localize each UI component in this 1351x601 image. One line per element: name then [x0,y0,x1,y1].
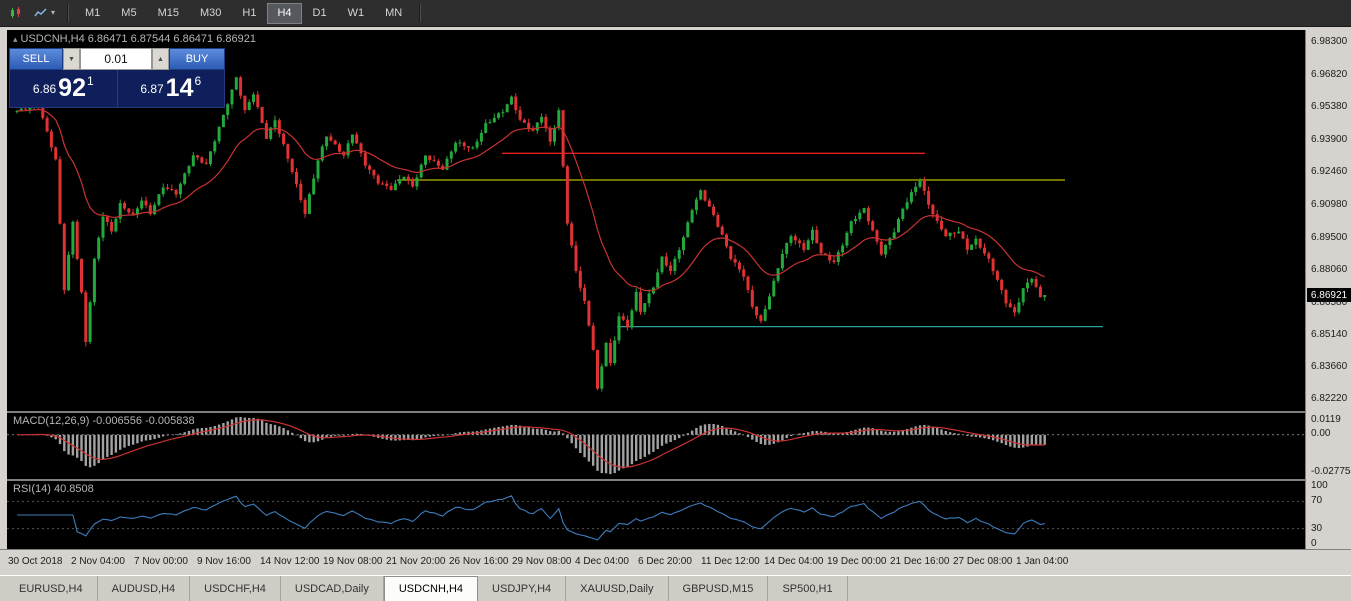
time-axis-label: 29 Nov 08:00 [512,556,572,567]
price-scale-label: 6.93900 [1311,133,1348,145]
time-axis-label: 14 Nov 12:00 [260,556,320,567]
rsi-scale-label: 70 [1311,495,1323,507]
timeframe-h4[interactable]: H4 [267,2,302,24]
lot-decrease-button[interactable]: ▼ [63,48,80,70]
macd-panel[interactable]: MACD(12,26,9) -0.006556 -0.005838 [7,413,1305,479]
timeframe-toolbar: ▾ M1 M5 M15 M30 H1 H4 D1 W1 MN [0,0,1351,27]
price-scale-label: 6.96820 [1311,69,1348,81]
symbol-tab-eurusd[interactable]: EURUSD,H4 [5,576,98,601]
chart-window-icon[interactable] [4,3,28,24]
symbol-tab-usdchf[interactable]: USDCHF,H4 [190,576,281,601]
chart-marker-icon: ▴ [13,34,18,44]
rsi-panel[interactable]: RSI(14) 40.8508 [7,481,1305,549]
price-scale-label: 6.90980 [1311,198,1348,210]
timeframe-m1[interactable]: M1 [85,7,101,19]
chart-title-text: USDCNH,H4 6.86471 6.87544 6.86471 6.8692… [20,33,256,45]
symbol-tab-usdjpy[interactable]: USDJPY,H4 [478,576,567,601]
symbol-tab-audusd[interactable]: AUDUSD,H4 [98,576,191,601]
current-price-tag: 6.86921 [1307,288,1351,302]
time-axis-label: 6 Dec 20:00 [638,556,692,567]
buy-price-button[interactable]: 6.87 14 6 [118,70,225,107]
lot-size-input[interactable]: 0.01 [80,48,152,70]
sell-price-prefix: 6.86 [32,81,57,96]
price-scale-label: 6.85140 [1311,328,1348,340]
time-axis-label: 19 Nov 08:00 [323,556,383,567]
price-axis[interactable]: 6.86921 6.98300 6.96820 6.95380 6.93900 6.92… [1305,30,1351,549]
rsi-label: RSI(14) 40.8508 [13,483,94,495]
macd-label: MACD(12,26,9) -0.006556 -0.005838 [13,415,195,427]
buy-price-big: 14 [165,74,194,102]
buy-price-prefix: 6.87 [140,81,164,96]
time-axis-label: 27 Dec 08:00 [953,556,1013,567]
price-scale-label: 6.89500 [1311,231,1348,243]
main-chart[interactable]: ▴ USDCNH,H4 6.86471 6.87544 6.86471 6.869… [7,30,1305,411]
timeframe-m5[interactable]: M5 [121,7,137,19]
price-scale-label: 6.95380 [1311,101,1348,113]
panel-divider[interactable] [7,411,1351,413]
mini-candlestick-icon [11,7,20,18]
sell-price-big: 92 [58,74,86,102]
price-scale-label: 6.86580 [1311,296,1348,308]
rsi-scale-label: 0 [1311,538,1317,549]
macd-scale-label: 0.00 [1311,427,1331,439]
buy-button[interactable]: BUY [169,48,225,70]
timeframe-d1[interactable]: D1 [312,7,327,19]
timeframe-mn[interactable]: MN [385,7,403,19]
timeframe-w1[interactable]: W1 [347,7,365,19]
time-axis-label: 4 Dec 04:00 [575,556,629,567]
time-axis-label: 9 Nov 16:00 [197,556,251,567]
chart-type-button[interactable]: ▾ [29,3,60,24]
time-axis-label: 19 Dec 00:00 [827,556,887,567]
price-scale-label: 6.92460 [1311,165,1348,177]
rsi-scale-label: 30 [1311,522,1323,534]
timeframe-m15[interactable]: M15 [157,7,179,19]
one-click-trading-panel: SELL ▼ 0.01 ▲ BUY 6.86 92 1 6.87 14 6 [9,48,225,108]
symbol-tab-gbpusd[interactable]: GBPUSD,M15 [669,576,769,601]
toolbar-separator [67,4,70,22]
symbol-tab-xauusd[interactable]: XAUUSD,Daily [566,576,669,601]
macd-scale-label: -0.027754 [1311,466,1351,477]
sell-price-button[interactable]: 6.86 92 1 [10,70,118,107]
symbol-tab-usdcad[interactable]: USDCAD,Daily [281,576,384,601]
chevron-down-icon: ▾ [51,8,56,17]
time-axis-label: 26 Nov 16:00 [449,556,509,567]
timeframe-h1[interactable]: H1 [242,7,257,19]
sell-button[interactable]: SELL [9,48,63,70]
chart-title: ▴ USDCNH,H4 6.86471 6.87544 6.86471 6.869… [13,33,256,45]
price-scale-label: 6.98300 [1311,36,1348,48]
indicator-line-icon [34,8,47,17]
buy-price-pipette: 6 [194,73,202,88]
panel-divider[interactable] [7,479,1351,481]
time-axis-label: 1 Jan 04:00 [1016,556,1069,567]
time-axis[interactable]: 30 Oct 2018 2 Nov 04:00 7 Nov 00:00 9 Nov 1… [0,549,1351,575]
symbol-tab-usdcnh[interactable]: USDCNH,H4 [383,576,479,601]
timeframe-m30[interactable]: M30 [199,7,222,19]
rsi-scale-label: 100 [1311,480,1328,491]
price-scale-label: 6.82220 [1311,393,1348,405]
time-axis-label: 21 Dec 16:00 [890,556,950,567]
time-axis-label: 7 Nov 00:00 [134,556,188,567]
price-scale-label: 6.83660 [1311,361,1348,373]
macd-scale-label: 0.0119 [1311,414,1341,425]
time-axis-label: 11 Dec 12:00 [701,556,760,567]
sell-price-pipette: 1 [86,73,94,88]
toolbar-separator [419,4,422,22]
time-axis-label: 14 Dec 04:00 [764,556,824,567]
time-axis-label: 30 Oct 2018 [8,556,63,567]
time-axis-label: 21 Nov 20:00 [386,556,446,567]
symbol-tab-sp500[interactable]: SP500,H1 [768,576,848,601]
timeframe-buttons: M1 M5 M15 M30 H1 H4 D1 W1 MN [75,2,413,24]
time-axis-label: 2 Nov 04:00 [71,556,125,567]
price-scale-label: 6.88060 [1311,263,1348,275]
chart-tabs: EURUSD,H4 AUDUSD,H4 USDCHF,H4 USDCAD,Daily U… [0,575,1351,601]
lot-increase-button[interactable]: ▲ [152,48,169,70]
